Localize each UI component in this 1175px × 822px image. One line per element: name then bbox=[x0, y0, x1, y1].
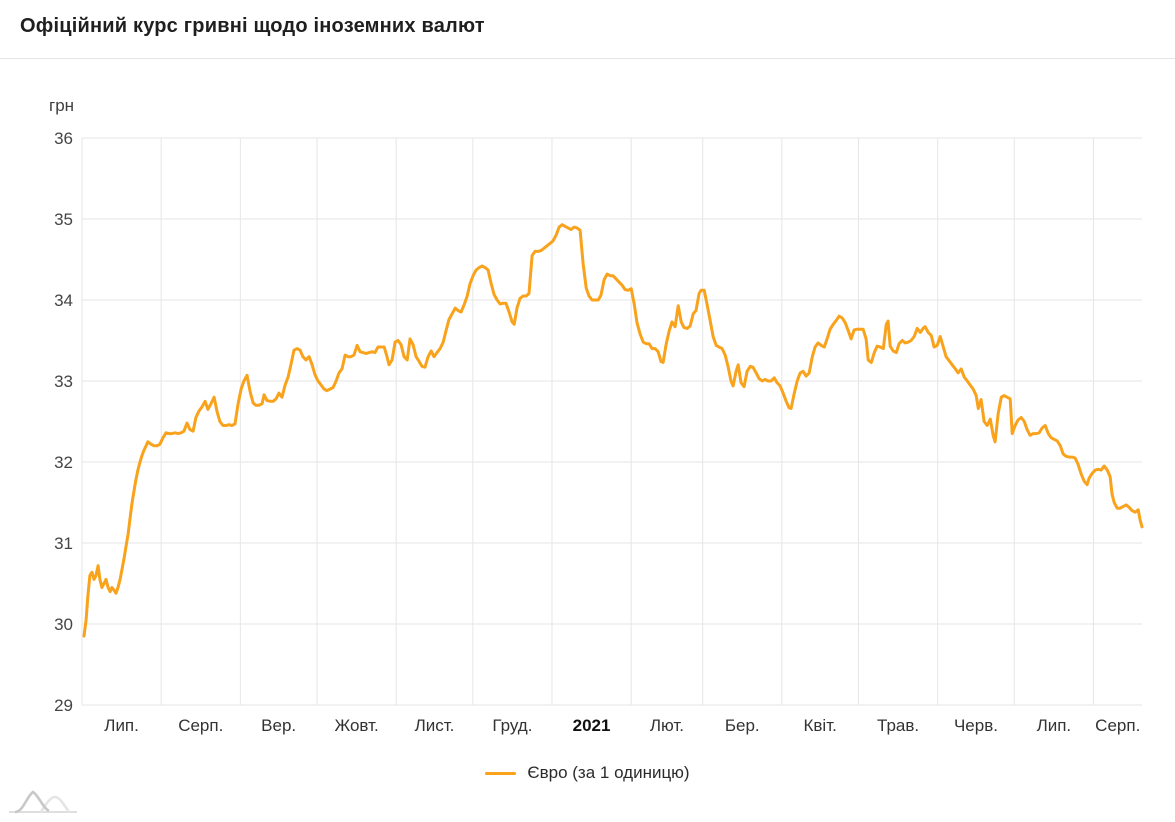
legend-label: Євро (за 1 одиницю) bbox=[527, 763, 690, 782]
page-title: Офіційний курс гривні щодо іноземних вал… bbox=[20, 15, 485, 37]
grid-layer bbox=[81, 137, 1142, 706]
x-tick-label: Трав. bbox=[877, 716, 919, 735]
x-tick-label: Жовт. bbox=[334, 716, 378, 735]
euro-series-marker-icon bbox=[485, 771, 517, 775]
x-tick-label: Лип. bbox=[104, 716, 139, 735]
title-divider bbox=[0, 58, 1175, 59]
x-tick-label: Лист. bbox=[415, 716, 455, 735]
x-tick-label: Бер. bbox=[725, 716, 760, 735]
series-layer bbox=[82, 223, 1144, 638]
y-tick-label: 30 bbox=[54, 615, 73, 634]
legend-item-euro[interactable]: Євро (за 1 одиницю) bbox=[485, 763, 690, 783]
x-tick-label: Черв. bbox=[954, 716, 998, 735]
y-tick-label: 29 bbox=[54, 696, 73, 715]
y-tick-label: 31 bbox=[54, 534, 73, 553]
y-tick-label: 35 bbox=[54, 210, 73, 229]
x-tick-label: 2021 bbox=[573, 716, 611, 735]
x-tick-label: Вер. bbox=[261, 716, 296, 735]
y-tick-label: 33 bbox=[54, 372, 73, 391]
amcharts-logo[interactable] bbox=[7, 784, 79, 818]
x-tick-label: Лип. bbox=[1037, 716, 1072, 735]
y-axis-unit-label: грн bbox=[49, 96, 75, 115]
y-tick-label: 34 bbox=[54, 291, 73, 310]
axis-label-layer: 36 35 34 33 32 31 30 29 Лип. Серп. Вер. Жовт. Лист. Г… bbox=[54, 129, 1140, 735]
x-tick-label: Квіт. bbox=[803, 716, 836, 735]
legend: Євро (за 1 одиницю) bbox=[0, 763, 1175, 783]
x-tick-label: Серп. bbox=[178, 716, 223, 735]
y-tick-label: 36 bbox=[54, 129, 73, 148]
x-tick-label: Серп. bbox=[1095, 716, 1140, 735]
y-tick-label: 32 bbox=[54, 453, 73, 472]
euro-series-line[interactable] bbox=[82, 223, 1144, 638]
x-tick-label: Лют. bbox=[650, 716, 684, 735]
x-tick-label: Груд. bbox=[492, 716, 532, 735]
